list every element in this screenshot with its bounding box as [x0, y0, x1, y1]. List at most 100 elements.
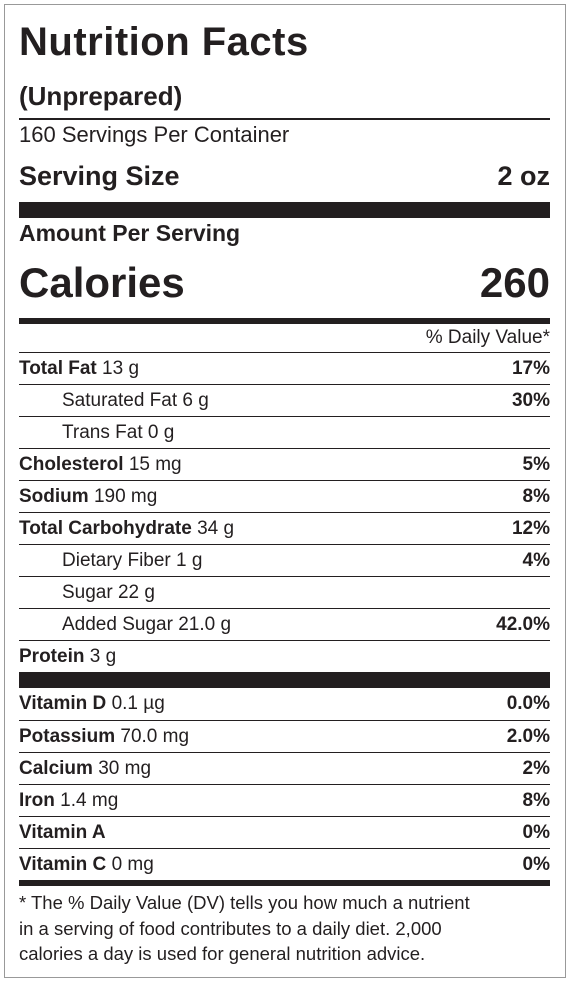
nutrient-amount: 1.4 mg — [60, 790, 119, 811]
nutrient-name: Vitamin D — [19, 693, 107, 714]
nutrient-name: Total Carbohydrate — [19, 518, 192, 539]
nutrient-name: Vitamin A — [19, 822, 106, 843]
medium-rule — [19, 880, 550, 886]
nutrient-amount: 34 g — [197, 518, 235, 539]
nutrient-text: Vitamin C 0 mg — [19, 849, 154, 880]
nutrient-name: Sodium — [19, 486, 89, 507]
label-border — [4, 4, 566, 978]
footnote-line: in a serving of food contributes to a da… — [19, 917, 442, 939]
daily-value: 0% — [522, 822, 550, 843]
nutrient-row: Sugar 22 g — [19, 576, 550, 608]
serving-size: Serving Size 2 oz — [19, 150, 550, 202]
nutrient-text: Iron 1.4 mg — [19, 785, 118, 816]
nutrient-text: Dietary Fiber 1 g — [19, 545, 202, 576]
daily-value: 0% — [522, 854, 550, 875]
nutrient-row: Dietary Fiber 1 g 4% — [19, 544, 550, 576]
nutrient-name: Dietary Fiber — [62, 550, 171, 571]
daily-value: 17% — [511, 358, 550, 379]
nutrient-name: Potassium — [19, 726, 116, 747]
daily-value: 4% — [522, 550, 550, 571]
nutrient-row: Added Sugar 21.0 g 42.0% — [19, 608, 550, 640]
nutrient-name: Trans Fat — [62, 422, 143, 443]
footnote-line: calories a day is used for general nutri… — [19, 943, 426, 964]
nutrient-row: Sodium 190 mg 8% — [19, 480, 550, 512]
nutrient-amount: 70.0 mg — [120, 726, 190, 747]
thick-rule — [19, 202, 550, 218]
subtitle: (Unprepared) — [19, 72, 550, 120]
nutrient-row: Calcium 30 mg 2% — [19, 752, 550, 784]
nutrient-amount: 15 mg — [128, 454, 182, 475]
nutrient-name: Sugar — [62, 582, 113, 603]
nutrient-amount: 0 g — [147, 422, 175, 443]
nutrient-row: Protein 3 g — [19, 640, 550, 672]
nutrient-row: Cholesterol 15 mg 5% — [19, 448, 550, 480]
nutrient-amount: 190 mg — [93, 486, 158, 507]
nutrient-text: Trans Fat 0 g — [19, 417, 174, 448]
vitamin-list: Vitamin D 0.1 µg 0.0% Potassium 70.0 mg 2.0… — [19, 688, 550, 880]
daily-value: 30% — [511, 390, 550, 411]
nutrient-amount: 22 g — [117, 582, 155, 603]
nutrient-text: Protein 3 g — [19, 641, 116, 672]
nutrient-text: Sugar 22 g — [19, 577, 155, 608]
nutrient-name: Saturated Fat — [62, 390, 178, 411]
daily-value: 8% — [522, 486, 550, 507]
nutrient-row: Vitamin C 0 mg 0% — [19, 848, 550, 880]
nutrient-name: Vitamin C — [19, 854, 107, 875]
daily-value-header: % Daily Value* — [425, 327, 550, 348]
nutrient-row: Iron 1.4 mg 8% — [19, 784, 550, 816]
nutrient-row: Potassium 70.0 mg 2.0% — [19, 720, 550, 752]
nutrient-text: Total Fat 13 g — [19, 353, 139, 384]
daily-value: 5% — [522, 454, 550, 475]
nutrient-text: Total Carbohydrate 34 g — [19, 513, 234, 544]
nutrient-row: Saturated Fat 6 g 30% — [19, 384, 550, 416]
medium-rule — [19, 318, 550, 324]
nutrient-amount: 3 g — [89, 646, 117, 667]
daily-value: 0.0% — [506, 693, 550, 714]
title: Nutrition Facts — [19, 20, 309, 64]
nutrient-text: Cholesterol 15 mg — [19, 449, 182, 480]
nutrient-name: Cholesterol — [19, 454, 124, 475]
calories-label: Calories — [19, 259, 185, 306]
nutrient-amount: 21.0 g — [178, 614, 232, 635]
nutrient-text: Calcium 30 mg — [19, 753, 151, 784]
daily-value: 2% — [522, 758, 550, 779]
nutrient-text: Vitamin A — [19, 817, 106, 848]
nutrition-label: Nutrition Facts (Unprepared) 160 Serving… — [19, 12, 550, 967]
nutrient-amount: 0.1 µg — [111, 693, 165, 714]
nutrient-amount: 30 mg — [98, 758, 152, 779]
nutrient-text: Added Sugar 21.0 g — [19, 609, 231, 640]
nutrient-text: Potassium 70.0 mg — [19, 721, 189, 752]
nutrient-name: Calcium — [19, 758, 93, 779]
nutrient-amount: 0 mg — [111, 854, 154, 875]
serving-size-value: 2 oz — [497, 161, 550, 191]
footnote-line: * The % Daily Value (DV) tells you how m… — [19, 892, 470, 913]
nutrient-list: Total Fat 13 g 17% Saturated Fat 6 g 30% Tra… — [19, 352, 550, 672]
serving-size-label: Serving Size — [19, 161, 180, 191]
nutrient-amount: 1 g — [176, 550, 203, 571]
calories: Calories 260 — [19, 248, 550, 318]
nutrient-name: Total Fat — [19, 358, 97, 379]
daily-value: 42.0% — [496, 614, 550, 635]
nutrient-row: Total Carbohydrate 34 g 12% — [19, 512, 550, 544]
nutrient-row: Total Fat 13 g 17% — [19, 352, 550, 384]
nutrient-amount: 13 g — [102, 358, 140, 379]
nutrient-row: Vitamin D 0.1 µg 0.0% — [19, 688, 550, 720]
nutrient-text: Sodium 190 mg — [19, 481, 157, 512]
nutrient-name: Iron — [19, 790, 55, 811]
thick-rule — [19, 672, 550, 688]
amount-per-serving: Amount Per Serving — [19, 220, 241, 246]
daily-value: 12% — [511, 518, 550, 539]
daily-value: 8% — [522, 790, 550, 811]
nutrient-amount: 6 g — [182, 390, 209, 411]
footnote: * The % Daily Value (DV) tells you how m… — [19, 886, 550, 967]
nutrient-text: Saturated Fat 6 g — [19, 385, 209, 416]
daily-value: 2.0% — [506, 726, 550, 747]
servings: 160 Servings Per Container — [19, 122, 290, 147]
nutrient-row: Trans Fat 0 g — [19, 416, 550, 448]
nutrient-text: Vitamin D 0.1 µg — [19, 688, 165, 720]
calories-value: 260 — [479, 259, 550, 306]
nutrient-row: Vitamin A 0% — [19, 816, 550, 848]
nutrient-name: Protein — [19, 646, 85, 667]
nutrient-name: Added Sugar — [62, 614, 173, 635]
